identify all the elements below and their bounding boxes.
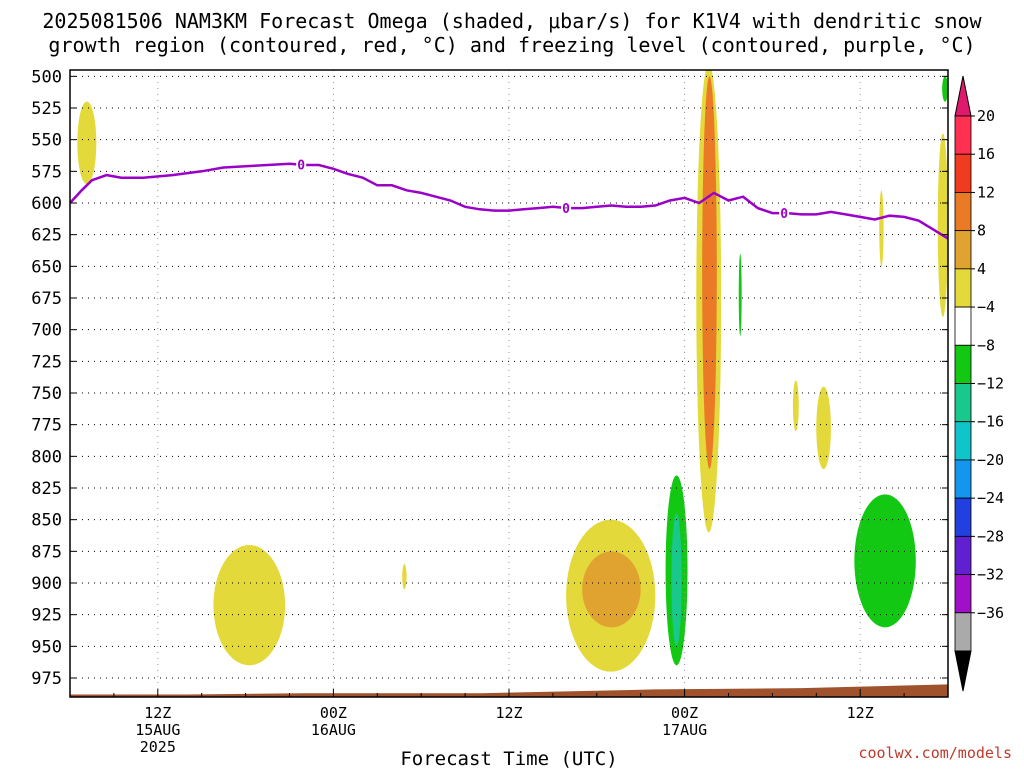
omega-region-6 <box>702 76 717 470</box>
y-tick-label-625: 625 <box>31 226 62 246</box>
x-tick-label-6-2: 2025 <box>140 738 176 756</box>
colorbar-bottom-arrow <box>954 650 972 692</box>
colorbar-label-1: 16 <box>977 145 995 163</box>
colorbar-segment-13 <box>954 612 972 652</box>
colorbar-segment-1 <box>954 153 972 193</box>
x-tick-label-42-0: 00Z <box>671 704 698 722</box>
colorbar-label-6: −8 <box>977 336 995 354</box>
colorbar-label-0: 20 <box>977 107 995 125</box>
colorbar-segment-10 <box>954 497 972 537</box>
y-tick-label-775: 775 <box>31 416 62 436</box>
freezing-level-label-0: 0 <box>297 159 305 174</box>
omega-region-2 <box>402 564 407 590</box>
y-tick-label-675: 675 <box>31 289 62 309</box>
chart-title-line1: 2025081506 NAM3KM Forecast Omega (shaded… <box>42 9 982 33</box>
y-tick-label-750: 750 <box>31 384 62 404</box>
omega-region-0 <box>77 101 97 184</box>
y-tick-label-725: 725 <box>31 352 62 372</box>
y-tick-label-900: 900 <box>31 574 62 594</box>
omega-region-13 <box>854 494 916 628</box>
y-tick-label-500: 500 <box>31 67 62 87</box>
colorbar-segment-11 <box>954 535 972 575</box>
omega-region-1 <box>213 545 286 666</box>
colorbar-label-4: 4 <box>977 260 986 278</box>
plot-area: 0 0 0 500 525 550 575 600 625 650 675 700 725 750 775 8… <box>31 67 949 756</box>
colorbar-label-2: 12 <box>977 183 995 201</box>
colorbar-segment-12 <box>954 574 972 614</box>
colorbar-label-10: −24 <box>977 489 1004 507</box>
colorbar-segment-5 <box>954 306 972 346</box>
y-tick-label-850: 850 <box>31 511 62 531</box>
credit-label: coolwx.com/models <box>858 744 1012 762</box>
omega-region-7 <box>738 253 742 336</box>
y-tick-label-575: 575 <box>31 162 62 182</box>
colorbar-label-7: −12 <box>977 375 1004 393</box>
chart-title-line2: growth region (contoured, red, °C) and f… <box>48 33 975 57</box>
freezing-level-label-2: 0 <box>780 207 788 222</box>
colorbar-label-11: −28 <box>977 527 1004 545</box>
y-tick-label-650: 650 <box>31 257 62 277</box>
freezing-level-label-1: 0 <box>562 202 570 217</box>
colorbar-segment-7 <box>954 383 972 423</box>
colorbar: 20 16 12 8 4 −4 −8 −12 −16 −20 −24 −28 −32 −36 <box>954 75 1004 692</box>
colorbar-segment-3 <box>954 230 972 270</box>
colorbar-segment-2 <box>954 192 972 232</box>
colorbar-label-9: −20 <box>977 451 1004 469</box>
plot-inner: 0 0 0 <box>70 70 948 697</box>
x-axis-label: Forecast Time (UTC) <box>400 748 617 768</box>
y-tick-label-975: 975 <box>31 669 62 689</box>
y-tick-label-950: 950 <box>31 637 62 657</box>
colorbar-label-3: 8 <box>977 222 986 240</box>
y-tick-label-550: 550 <box>31 131 62 151</box>
omega-region-9 <box>671 513 682 647</box>
x-tick-label-18-1: 16AUG <box>311 721 356 739</box>
x-tick-label-18-0: 00Z <box>320 704 347 722</box>
colorbar-segment-6 <box>954 344 972 384</box>
omega-region-12 <box>879 190 884 267</box>
y-tick-label-925: 925 <box>31 606 62 626</box>
omega-region-11 <box>816 386 831 470</box>
y-tick-label-525: 525 <box>31 99 62 119</box>
colorbar-segment-4 <box>954 268 972 308</box>
x-tick-label-54-0: 12Z <box>847 704 874 722</box>
x-tick-label-6-1: 15AUG <box>135 721 180 739</box>
omega-region-10 <box>792 380 799 431</box>
omega-region-15 <box>942 76 948 102</box>
freezing-label-bg-1 <box>561 200 572 215</box>
freezing-level-line <box>70 162 948 240</box>
omega-region-4 <box>582 551 641 628</box>
colorbar-segment-9 <box>954 459 972 499</box>
y-tick-label-600: 600 <box>31 194 62 214</box>
y-tick-label-825: 825 <box>31 479 62 499</box>
colorbar-label-5: −4 <box>977 298 995 316</box>
y-tick-label-700: 700 <box>31 321 62 341</box>
x-tick-label-42-1: 17AUG <box>662 721 707 739</box>
y-tick-label-875: 875 <box>31 542 62 562</box>
colorbar-label-13: −36 <box>977 604 1004 622</box>
x-tick-label-30-0: 12Z <box>495 704 522 722</box>
omega-region-14 <box>937 133 948 317</box>
colorbar-label-12: −32 <box>977 566 1004 584</box>
colorbar-segment-8 <box>954 421 972 461</box>
y-tick-label-800: 800 <box>31 447 62 467</box>
colorbar-segment-0 <box>954 115 972 155</box>
freezing-label-bg-2 <box>779 206 790 221</box>
x-tick-label-6-0: 12Z <box>144 704 171 722</box>
colorbar-label-8: −16 <box>977 413 1004 431</box>
freezing-label-bg-0 <box>296 157 307 172</box>
